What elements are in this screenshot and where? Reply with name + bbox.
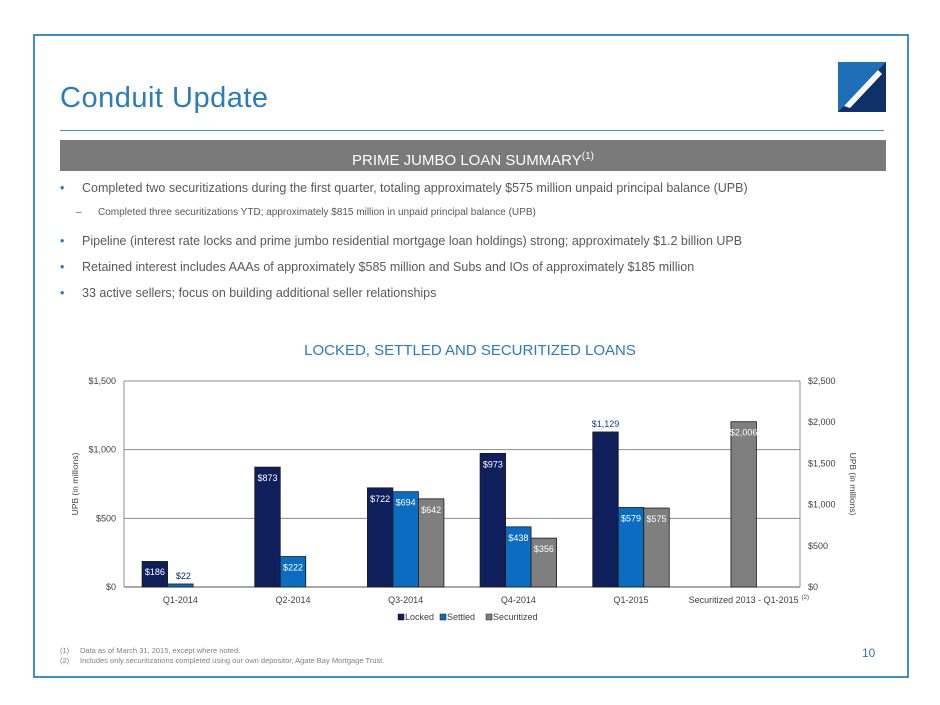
footnote-text: Includes only securitizations completed … bbox=[80, 656, 385, 665]
y-axis-label-left: UPB (in millions) bbox=[70, 452, 80, 515]
x-tick-label: Securitized 2013 - Q1-2015 bbox=[689, 595, 799, 605]
data-label: $222 bbox=[283, 563, 303, 573]
legend-label: Settled bbox=[447, 612, 475, 622]
footnote-number: (1) bbox=[60, 646, 70, 655]
y-tick-right: $500 bbox=[808, 541, 828, 551]
data-label: $579 bbox=[621, 513, 641, 523]
banner-title: PRIME JUMBO LOAN SUMMARY bbox=[352, 152, 582, 169]
bar-locked bbox=[254, 466, 281, 588]
bar-settled bbox=[167, 583, 194, 588]
x-tick-label: Q1-2014 bbox=[163, 595, 198, 605]
company-logo-icon bbox=[838, 62, 886, 112]
data-label: $873 bbox=[257, 473, 277, 483]
x-tick-footnote-ref: (2) bbox=[802, 595, 809, 601]
footnote-number: (2) bbox=[60, 656, 70, 665]
bullet-item: Completed two securitizations during the… bbox=[60, 181, 880, 195]
footnotes: (1) Data as of March 31, 2015, except whe… bbox=[60, 646, 384, 666]
bar-locked bbox=[367, 487, 394, 588]
x-tick-label: Q4-2014 bbox=[501, 595, 536, 605]
y-tick-right: $1,000 bbox=[808, 500, 836, 510]
data-label: $973 bbox=[483, 459, 503, 469]
bar-settled bbox=[279, 556, 307, 588]
y-tick-right: $1,500 bbox=[808, 458, 836, 468]
legend-swatch-settled bbox=[439, 613, 447, 621]
page-number: 10 bbox=[862, 646, 876, 660]
y-tick-left: $500 bbox=[96, 513, 116, 523]
y-tick-right: $2,500 bbox=[808, 376, 836, 386]
data-label: $1,129 bbox=[592, 419, 620, 429]
data-label: $2,006 bbox=[730, 428, 758, 438]
legend-swatch-locked bbox=[397, 613, 405, 621]
footnote-1: (1) Data as of March 31, 2015, except whe… bbox=[60, 646, 384, 656]
legend-label: Locked bbox=[405, 612, 434, 622]
bar-securitized bbox=[730, 421, 757, 588]
bullet-item: 33 active sellers; focus on building add… bbox=[60, 286, 880, 300]
bar-locked bbox=[479, 452, 506, 588]
data-label: $356 bbox=[534, 544, 554, 554]
bar-locked bbox=[592, 431, 619, 588]
bar-locked bbox=[141, 561, 168, 588]
footnote-2: (2) Includes only securitizations complet… bbox=[60, 656, 384, 666]
x-tick-label: Q2-2014 bbox=[275, 595, 310, 605]
y-tick-right: $2,000 bbox=[808, 417, 836, 427]
data-label: $186 bbox=[145, 567, 165, 577]
banner-footnote-ref: (1) bbox=[581, 151, 594, 162]
loans-bar-chart: $0 $500 $1,000 $1,500 $0 $500 $1,000 $1,500 $2,0… bbox=[70, 376, 858, 622]
bullet-item: Retained interest includes AAAs of appro… bbox=[60, 260, 880, 274]
data-label: $22 bbox=[176, 571, 191, 581]
bar-securitized bbox=[530, 537, 557, 588]
y-tick-right: $0 bbox=[808, 582, 818, 592]
x-tick-label: Q3-2014 bbox=[388, 595, 423, 605]
chart-title: LOCKED, SETTLED AND SECURITIZED LOANS bbox=[304, 342, 636, 359]
data-label: $642 bbox=[421, 505, 441, 515]
y-tick-left: $0 bbox=[106, 582, 116, 592]
y-tick-left: $1,000 bbox=[88, 445, 116, 455]
data-label: $438 bbox=[508, 533, 528, 543]
title-divider bbox=[60, 130, 884, 131]
data-label: $722 bbox=[370, 494, 390, 504]
bullet-item: Pipeline (interest rate locks and prime … bbox=[60, 234, 880, 248]
section-banner: PRIME JUMBO LOAN SUMMARY(1) bbox=[60, 140, 886, 171]
data-label: $694 bbox=[396, 498, 416, 508]
data-label: $575 bbox=[646, 514, 666, 524]
x-tick-label: Q1-2015 bbox=[613, 595, 648, 605]
footnote-text: Data as of March 31, 2015, except where … bbox=[80, 646, 241, 655]
y-axis-label-right: UPB (in millions) bbox=[848, 453, 858, 516]
bar-securitized bbox=[418, 498, 445, 588]
y-tick-left: $1,500 bbox=[88, 376, 116, 386]
sub-bullet-item: Completed three securitizations YTD; app… bbox=[60, 207, 880, 218]
bar-securitized bbox=[643, 507, 670, 588]
legend-label: Securitized bbox=[493, 612, 538, 622]
legend-swatch-securitized bbox=[485, 613, 493, 621]
page-title: Conduit Update bbox=[60, 82, 269, 114]
bullet-list: Completed two securitizations during the… bbox=[60, 181, 880, 312]
